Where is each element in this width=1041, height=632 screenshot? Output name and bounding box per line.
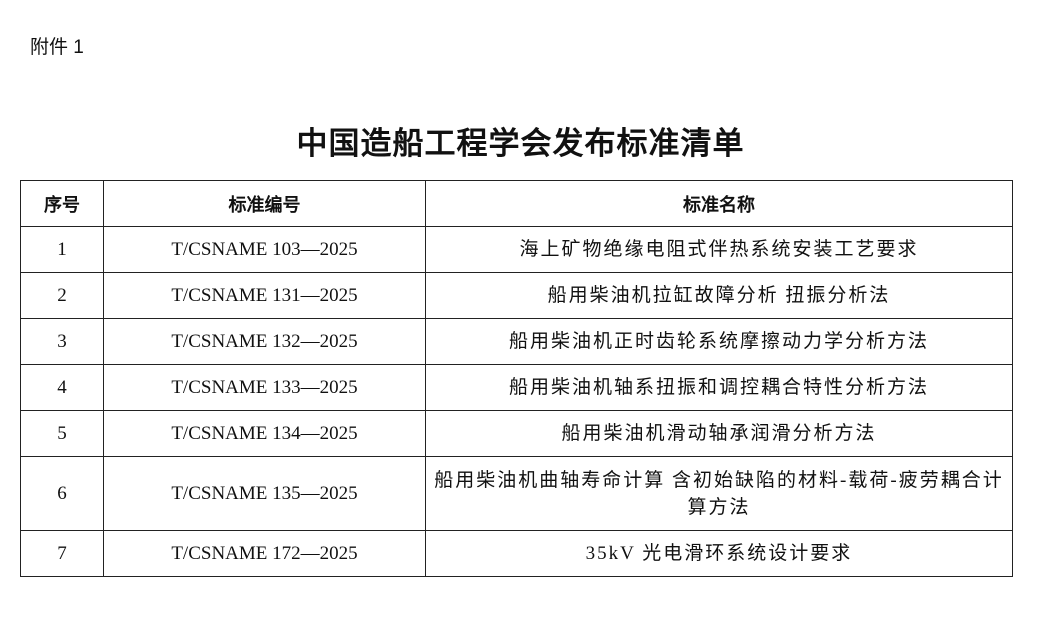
standards-table: 序号 标准编号 标准名称 1 T/CSNAME 103—2025 海上矿物绝缘电阻式… bbox=[20, 180, 1013, 577]
cell-standard-number: T/CSNAME 103—2025 bbox=[103, 226, 426, 273]
table-row: 3 T/CSNAME 132—2025 船用柴油机正时齿轮系统摩擦动力学分析方法 bbox=[20, 318, 1013, 365]
table-header-row: 序号 标准编号 标准名称 bbox=[20, 180, 1013, 227]
cell-standard-name: 船用柴油机曲轴寿命计算 含初始缺陷的材料-载荷-疲劳耦合计算方法 bbox=[425, 456, 1013, 531]
table-row: 6 T/CSNAME 135—2025 船用柴油机曲轴寿命计算 含初始缺陷的材料-载… bbox=[20, 456, 1013, 531]
cell-index: 6 bbox=[20, 456, 104, 531]
cell-standard-number: T/CSNAME 133—2025 bbox=[103, 364, 426, 411]
cell-standard-number: T/CSNAME 172—2025 bbox=[103, 530, 426, 577]
table-row: 7 T/CSNAME 172—2025 35kV 光电滑环系统设计要求 bbox=[20, 530, 1013, 577]
cell-standard-number: T/CSNAME 131—2025 bbox=[103, 272, 426, 319]
cell-index: 4 bbox=[20, 364, 104, 411]
attachment-label: 附件 1 bbox=[30, 37, 84, 58]
cell-index: 3 bbox=[20, 318, 104, 365]
table-row: 1 T/CSNAME 103—2025 海上矿物绝缘电阻式伴热系统安装工艺要求 bbox=[20, 226, 1013, 273]
cell-standard-number: T/CSNAME 134—2025 bbox=[103, 410, 426, 457]
cell-standard-number: T/CSNAME 132—2025 bbox=[103, 318, 426, 365]
cell-standard-name: 海上矿物绝缘电阻式伴热系统安装工艺要求 bbox=[425, 226, 1013, 273]
cell-index: 2 bbox=[20, 272, 104, 319]
cell-standard-name: 35kV 光电滑环系统设计要求 bbox=[425, 530, 1013, 577]
header-index: 序号 bbox=[20, 180, 104, 227]
document-title: 中国造船工程学会发布标准清单 bbox=[296, 126, 745, 161]
table-row: 4 T/CSNAME 133—2025 船用柴油机轴系扭振和调控耦合特性分析方法 bbox=[20, 364, 1013, 411]
cell-standard-number: T/CSNAME 135—2025 bbox=[103, 456, 426, 531]
header-standard-name: 标准名称 bbox=[425, 180, 1013, 227]
cell-index: 7 bbox=[20, 530, 104, 577]
cell-standard-name: 船用柴油机滑动轴承润滑分析方法 bbox=[425, 410, 1013, 457]
cell-standard-name: 船用柴油机拉缸故障分析 扭振分析法 bbox=[425, 272, 1013, 319]
cell-index: 1 bbox=[20, 226, 104, 273]
cell-standard-name: 船用柴油机轴系扭振和调控耦合特性分析方法 bbox=[425, 364, 1013, 411]
cell-standard-name: 船用柴油机正时齿轮系统摩擦动力学分析方法 bbox=[425, 318, 1013, 365]
cell-index: 5 bbox=[20, 410, 104, 457]
header-standard-number: 标准编号 bbox=[103, 180, 426, 227]
table-row: 2 T/CSNAME 131—2025 船用柴油机拉缸故障分析 扭振分析法 bbox=[20, 272, 1013, 319]
table-row: 5 T/CSNAME 134—2025 船用柴油机滑动轴承润滑分析方法 bbox=[20, 410, 1013, 457]
